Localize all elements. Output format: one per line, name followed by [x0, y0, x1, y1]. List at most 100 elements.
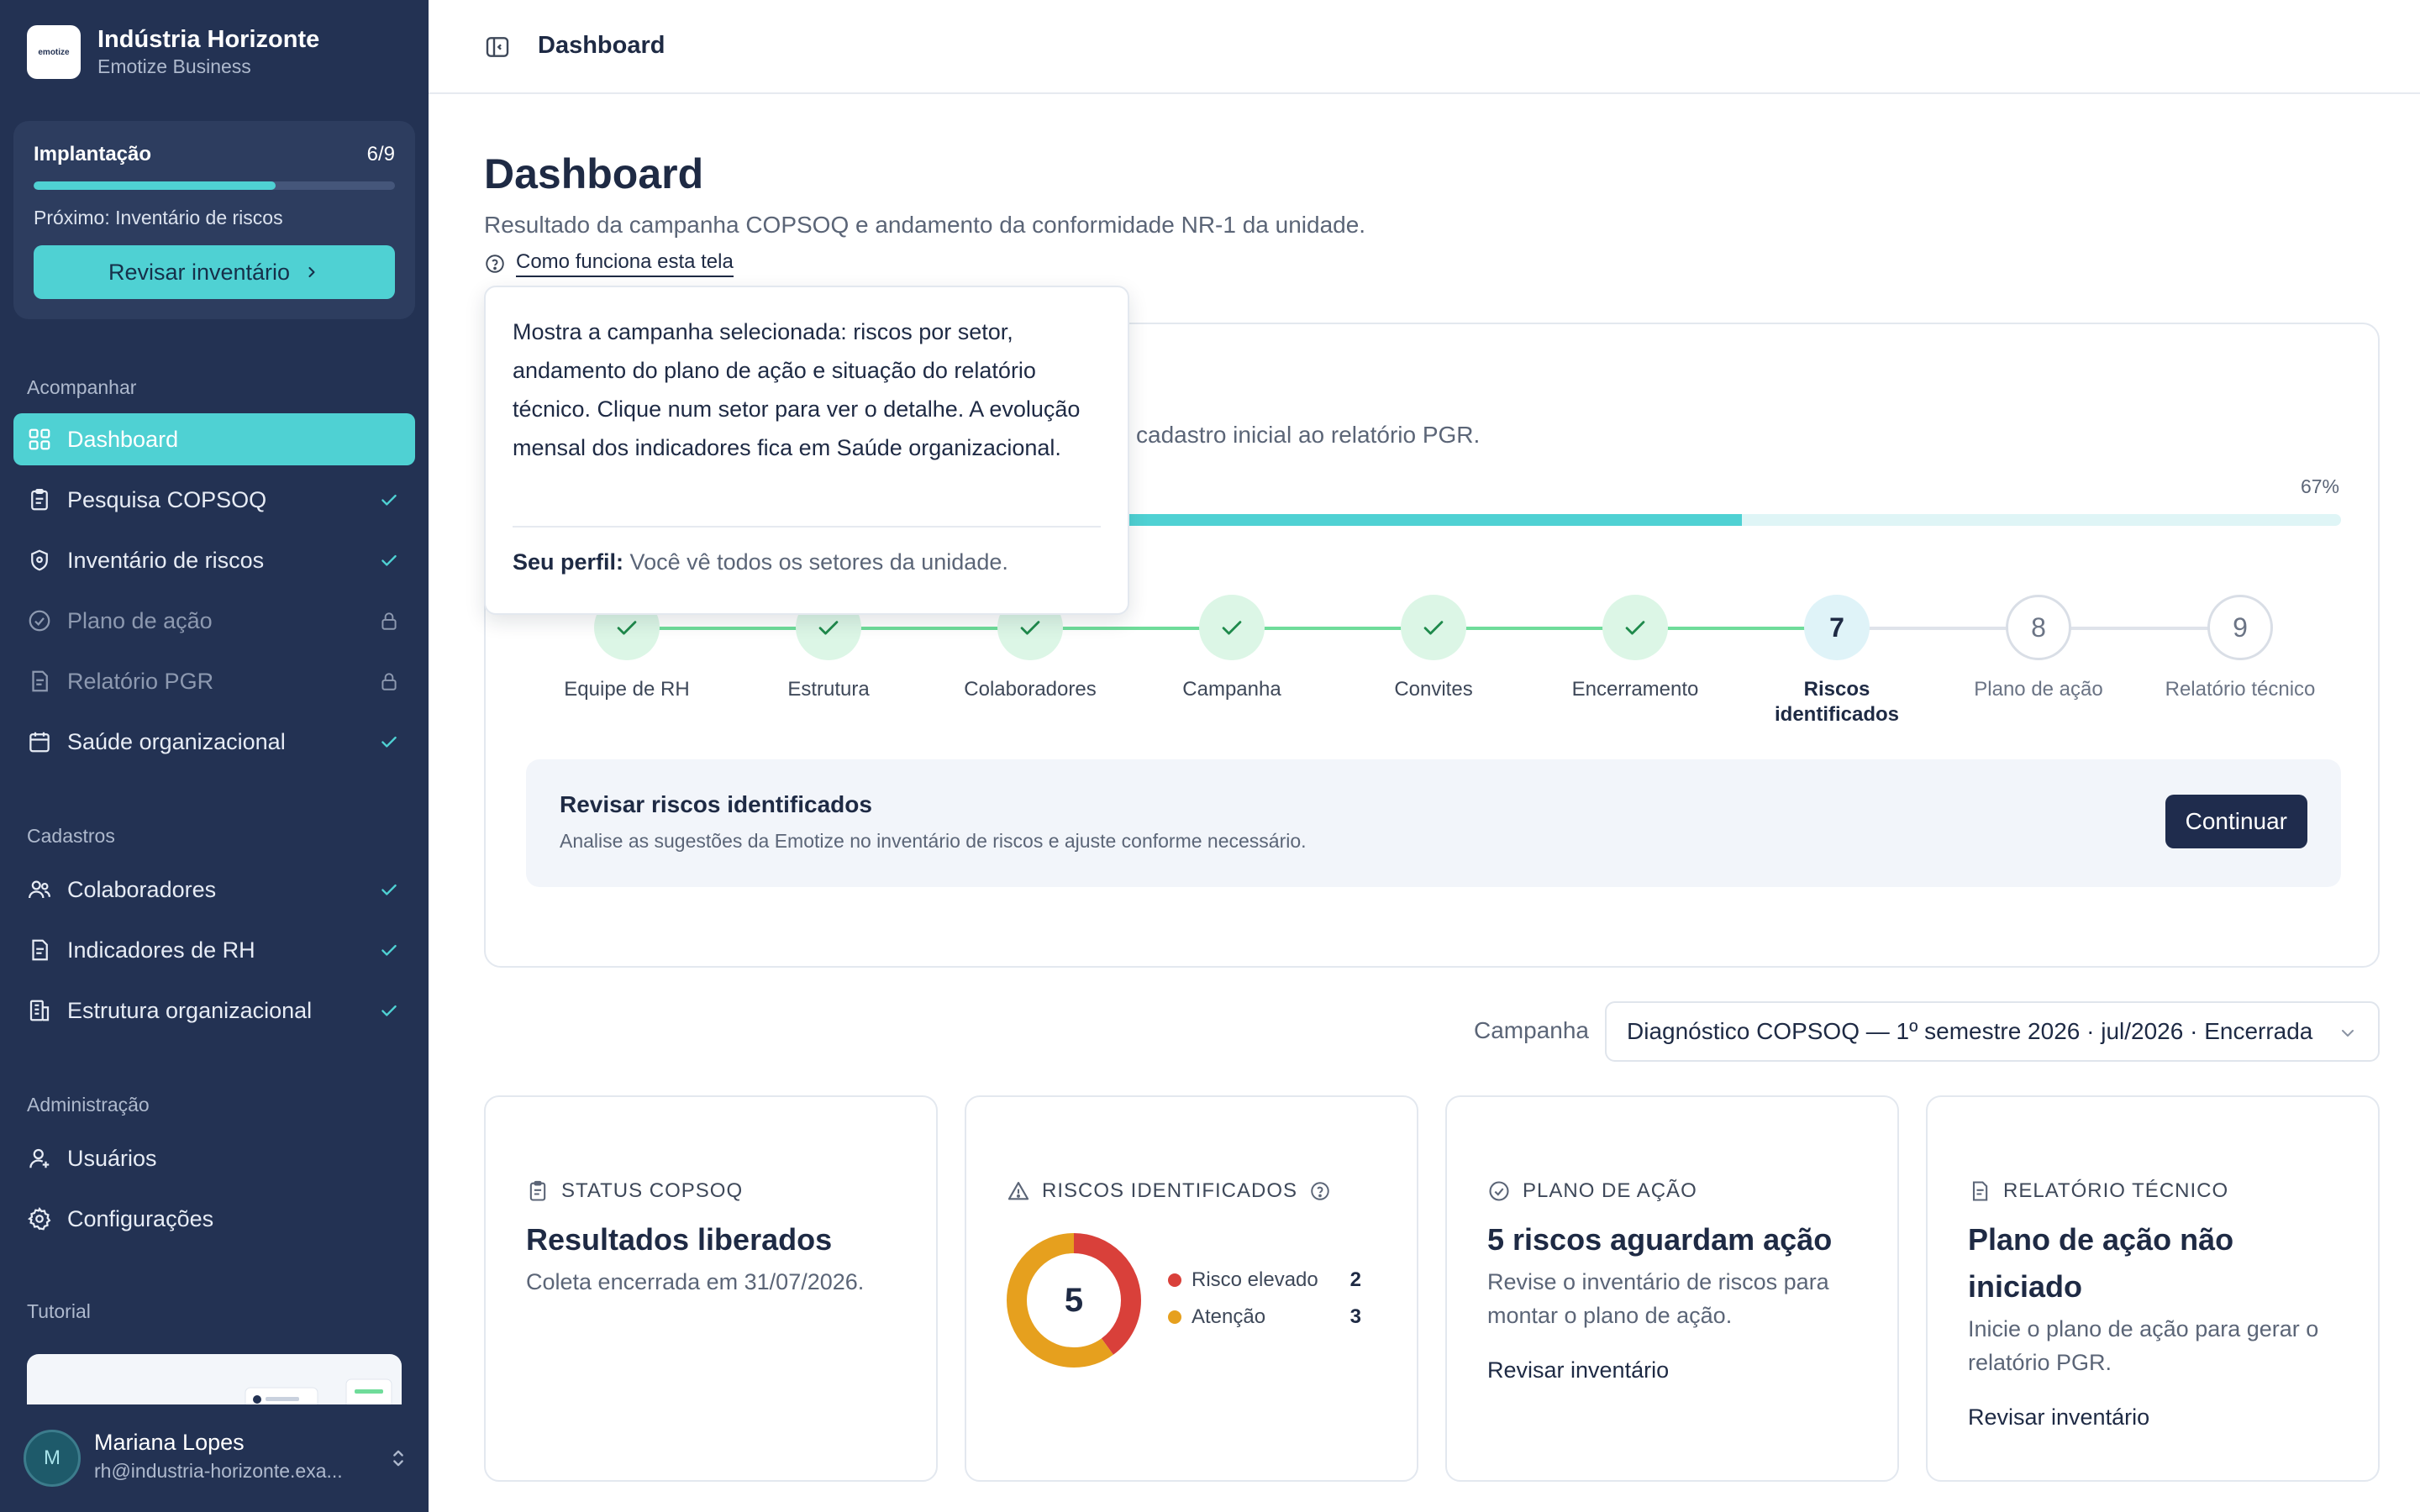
step-invites[interactable]: Convites	[1333, 595, 1534, 702]
kpi-title: Resultados liberados	[526, 1222, 833, 1257]
sidebar-item-dashboard[interactable]: Dashboard	[13, 413, 415, 465]
implementation-progress-bar	[34, 181, 395, 190]
kpi-card-copsoq-status[interactable]: STATUS COPSOQ Resultados liberados Colet…	[484, 1095, 938, 1482]
sidebar-item-org-health[interactable]: Saúde organizacional	[13, 716, 415, 768]
help-circle-icon[interactable]	[1309, 1180, 1331, 1202]
document-icon	[32, 939, 48, 961]
sidebar-item-risk-inventory[interactable]: Inventário de riscos	[13, 534, 415, 586]
sidebar: emotize Indústria Horizonte Emotize Busi…	[0, 0, 429, 1512]
step-action-plan[interactable]: 8 Plano de ação	[1938, 595, 2139, 702]
kpi-header: STATUS COPSOQ	[561, 1179, 744, 1202]
building-icon	[29, 1000, 50, 1021]
sidebar-item-hr-indicators[interactable]: Indicadores de RH	[13, 924, 415, 976]
sidebar-item-label: Saúde organizacional	[67, 728, 286, 754]
kpi-description: Coleta encerrada em 31/07/2026.	[526, 1269, 865, 1294]
clipboard-icon	[31, 489, 48, 511]
implementation-title: Implantação	[34, 143, 152, 165]
legend-dot	[1168, 1310, 1181, 1324]
kpi-card-identified-risks[interactable]: RISCOS IDENTIFICADOS 5 Risco elevado 2 A…	[965, 1095, 1418, 1482]
tooltip-profile: Seu perfil: Você vê todos os setores da …	[513, 549, 1008, 575]
sidebar-item-label: Configurações	[67, 1205, 214, 1231]
tooltip-text: Mostra a campanha selecionada: riscos po…	[513, 319, 1081, 460]
step-label: Campanha	[1182, 678, 1281, 701]
review-inventory-link[interactable]: Revisar inventário	[1968, 1404, 2150, 1430]
grid-icon	[29, 428, 50, 450]
risk-total: 5	[1064, 1281, 1084, 1319]
gear-icon	[27, 1206, 51, 1231]
shield-icon	[31, 549, 48, 571]
check-icon	[1020, 621, 1040, 635]
check-icon	[617, 621, 637, 635]
step-closing[interactable]: Encerramento	[1534, 595, 1736, 702]
help-tooltip: Mostra a campanha selecionada: riscos po…	[484, 286, 1129, 615]
kpi-header: PLANO DE AÇÃO	[1523, 1179, 1697, 1202]
review-inventory-button[interactable]: Revisar inventário	[34, 245, 395, 299]
clipboard-icon	[529, 1180, 546, 1201]
org-switcher[interactable]: emotize Indústria Horizonte Emotize Busi…	[27, 25, 319, 79]
legend-dot	[1168, 1273, 1181, 1287]
donut-slice-1	[1007, 1233, 1141, 1368]
user-icon	[29, 1148, 50, 1168]
check-circle-icon	[29, 610, 50, 632]
topbar: Dashboard	[429, 0, 2420, 94]
sidebar-item-label: Indicadores de RH	[67, 937, 255, 963]
step-label: Equipe de RH	[564, 678, 690, 701]
step-label: Estrutura	[787, 678, 870, 701]
legend-item-attention: Atenção 3	[1168, 1305, 1361, 1329]
progress-description: cadastro inicial ao relatório PGR.	[1136, 422, 1481, 448]
legend-value: 3	[1349, 1305, 1361, 1328]
nav-section-admin: Administração	[27, 1094, 150, 1116]
step-technical-report[interactable]: 9 Relatório técnico	[2139, 595, 2341, 702]
sidebar-item-label: Inventário de riscos	[67, 547, 265, 573]
help-circle-icon	[486, 255, 504, 273]
sidebar-item-users[interactable]: Usuários	[13, 1132, 415, 1184]
step-identified-risks[interactable]: 7 Riscos identificados	[1736, 595, 1938, 727]
breadcrumb: Dashboard	[538, 32, 666, 59]
chevron-right-icon	[308, 266, 315, 278]
campaign-select[interactable]: Diagnóstico COPSOQ — 1º semestre 2026 · …	[1605, 1001, 2380, 1062]
sidebar-item-label: Dashboard	[67, 426, 179, 452]
nav-section-follow: Acompanhar	[27, 376, 137, 398]
step-campaign[interactable]: Campanha	[1131, 595, 1333, 702]
legend-item-high-risk: Risco elevado 2	[1168, 1268, 1361, 1292]
sidebar-item-action-plan[interactable]: Plano de ação	[13, 595, 415, 647]
org-name: Indústria Horizonte	[97, 26, 320, 53]
chevron-up-down-icon	[393, 1450, 403, 1467]
help-link[interactable]: Como funciona esta tela	[484, 250, 734, 277]
legend-value: 2	[1349, 1268, 1361, 1291]
check-icon	[1625, 621, 1645, 635]
warning-icon	[1007, 1182, 1029, 1200]
kpi-card-action-plan[interactable]: PLANO DE AÇÃO 5 riscos aguardam ação Rev…	[1445, 1095, 1899, 1482]
sidebar-item-pgr-report[interactable]: Relatório PGR	[13, 655, 415, 707]
tutorial-thumbnail[interactable]	[27, 1354, 402, 1404]
check-icon	[381, 884, 397, 895]
check-icon	[1423, 621, 1444, 635]
kpi-card-technical-report[interactable]: RELATÓRIO TÉCNICO Plano de ação não inic…	[1926, 1095, 2380, 1482]
sidebar-item-copsoq[interactable]: Pesquisa COPSOQ	[13, 474, 415, 526]
sidebar-item-employees[interactable]: Colaboradores	[13, 864, 415, 916]
sidebar-item-org-structure[interactable]: Estrutura organizacional	[13, 984, 415, 1037]
step-label: Convites	[1394, 678, 1473, 701]
org-logo: emotize	[27, 25, 81, 79]
sidebar-item-settings[interactable]: Configurações	[13, 1193, 415, 1245]
review-inventory-link[interactable]: Revisar inventário	[1487, 1357, 1670, 1383]
tooltip-profile-label: Seu perfil:	[513, 549, 624, 575]
tooltip-profile-text: Você vê todos os setores da unidade.	[629, 549, 1008, 575]
continue-button[interactable]: Continuar	[2165, 795, 2307, 848]
tutorial-preview-icon	[245, 1378, 392, 1404]
check-icon	[381, 1005, 397, 1016]
nav-section-records: Cadastros	[27, 825, 115, 847]
sidebar-item-label: Relatório PGR	[67, 668, 214, 694]
user-email: rh@industria-horizonte.exa...	[94, 1460, 343, 1482]
kpi-description: Revise o inventário de riscos para monta…	[1487, 1269, 1829, 1328]
avatar: M	[24, 1430, 81, 1487]
step-number: 7	[1804, 595, 1870, 660]
user-name: Mariana Lopes	[94, 1430, 245, 1455]
kpi-title: Plano de ação não iniciado	[1968, 1222, 2234, 1304]
users-icon	[29, 880, 50, 899]
sidebar-toggle-icon[interactable]	[484, 34, 511, 60]
check-icon	[381, 494, 397, 506]
tooltip-divider	[513, 526, 1101, 528]
next-action-box: Revisar riscos identificados Analise as …	[526, 759, 2341, 887]
user-menu[interactable]: M Mariana Lopes rh@industria-horizonte.e…	[24, 1426, 410, 1490]
